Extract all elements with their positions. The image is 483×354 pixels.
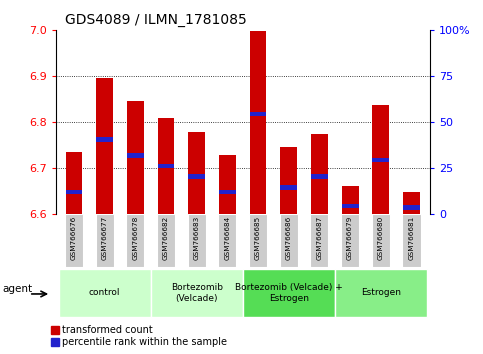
FancyBboxPatch shape [218,214,236,267]
FancyBboxPatch shape [157,214,175,267]
Bar [341,185,358,214]
FancyBboxPatch shape [249,214,267,267]
FancyBboxPatch shape [280,214,298,267]
Text: Bortezomib (Velcade) +
Estrogen: Bortezomib (Velcade) + Estrogen [235,283,342,303]
Bar [280,147,297,214]
Bar [127,102,144,214]
FancyBboxPatch shape [126,214,144,267]
Legend: transformed count, percentile rank within the sample: transformed count, percentile rank withi… [51,325,227,347]
Text: GSM766686: GSM766686 [286,216,292,260]
Text: GSM766685: GSM766685 [255,216,261,260]
Bar [341,204,358,208]
Text: agent: agent [3,284,33,294]
Bar [250,112,267,116]
FancyBboxPatch shape [151,269,243,317]
Bar [280,185,297,190]
FancyBboxPatch shape [187,214,206,267]
Text: GSM766676: GSM766676 [71,216,77,260]
Bar [157,164,174,168]
Text: GDS4089 / ILMN_1781085: GDS4089 / ILMN_1781085 [65,12,247,27]
Bar [96,137,113,142]
FancyBboxPatch shape [341,214,359,267]
Text: GSM766678: GSM766678 [132,216,138,260]
Text: GSM766680: GSM766680 [378,216,384,260]
Bar [250,31,267,214]
Text: Bortezomib
(Velcade): Bortezomib (Velcade) [170,283,223,303]
FancyBboxPatch shape [58,269,151,317]
Text: GSM766684: GSM766684 [225,216,230,260]
Text: control: control [89,289,120,297]
FancyBboxPatch shape [96,214,114,267]
FancyBboxPatch shape [335,269,427,317]
Bar [372,105,389,214]
Text: GSM766682: GSM766682 [163,216,169,260]
Text: GSM766679: GSM766679 [347,216,353,260]
Bar [96,79,113,214]
FancyBboxPatch shape [402,214,421,267]
Text: GSM766687: GSM766687 [316,216,323,260]
Bar [66,152,83,214]
Bar [311,174,328,179]
Bar [66,190,83,194]
Bar [403,205,420,210]
Bar [311,133,328,214]
Bar [219,155,236,214]
Text: GSM766683: GSM766683 [194,216,199,260]
Bar [403,192,420,214]
FancyBboxPatch shape [243,269,335,317]
Text: GSM766681: GSM766681 [409,216,414,260]
Bar [188,174,205,179]
Bar [127,153,144,158]
FancyBboxPatch shape [65,214,83,267]
Bar [157,119,174,214]
Text: Estrogen: Estrogen [361,289,401,297]
FancyBboxPatch shape [311,214,328,267]
Bar [188,132,205,214]
Text: GSM766677: GSM766677 [101,216,108,260]
Bar [372,158,389,162]
Bar [219,190,236,194]
FancyBboxPatch shape [372,214,390,267]
